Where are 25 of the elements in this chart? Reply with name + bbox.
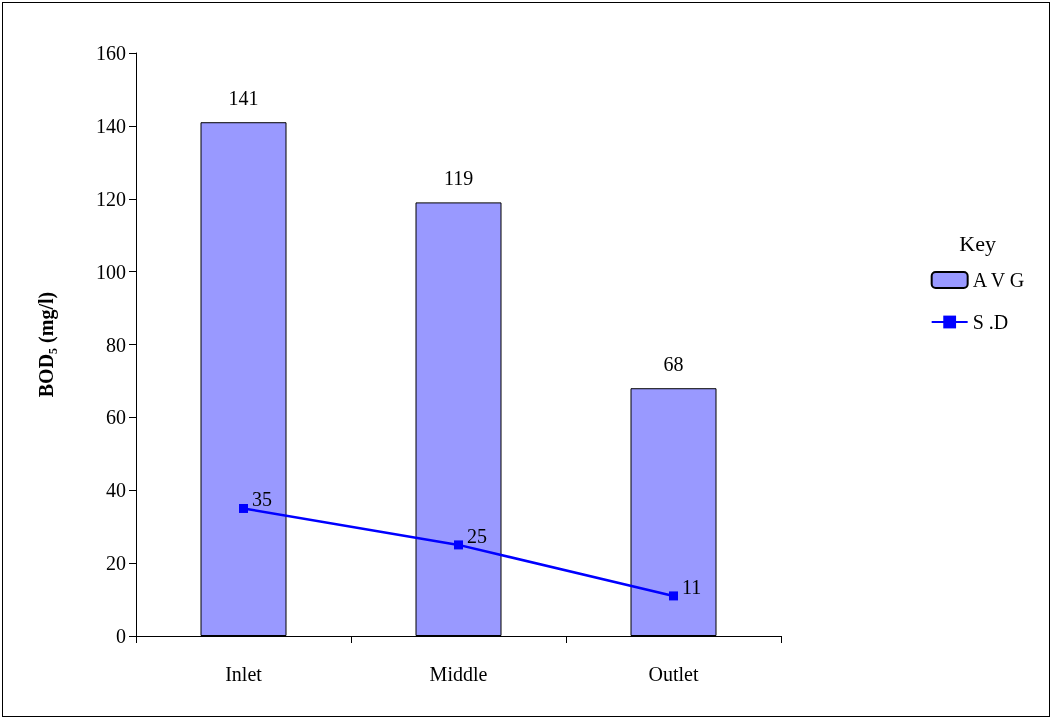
data-label: 11 xyxy=(682,575,702,598)
y-tick-label: 140 xyxy=(96,114,126,137)
x-tick-label: Inlet xyxy=(225,663,263,685)
legend-title: Key xyxy=(959,230,996,256)
data-label: 141 xyxy=(228,87,259,110)
y-tick-label: 20 xyxy=(106,552,126,575)
data-label: 68 xyxy=(663,353,684,376)
data-label: 119 xyxy=(443,167,474,190)
point xyxy=(669,591,678,601)
legend-label: S .D xyxy=(972,311,1009,333)
y-tick-label: 120 xyxy=(96,187,126,210)
point xyxy=(239,503,248,513)
point xyxy=(454,540,463,550)
y-tick-label: 60 xyxy=(106,406,126,429)
y-tick-label: 160 xyxy=(96,42,126,64)
data-label: 25 xyxy=(467,524,487,547)
x-tick-label: Middle xyxy=(429,663,488,685)
legend-label: A V G xyxy=(972,269,1025,291)
x-tick-label: Outlet xyxy=(648,663,699,685)
data-label: 35 xyxy=(252,488,272,511)
y-tick-label: 0 xyxy=(116,625,126,647)
y-tick-label: 100 xyxy=(96,260,126,283)
y-tick-label: 40 xyxy=(106,479,126,502)
y-tick-label: 80 xyxy=(106,333,126,356)
y-axis-title: BOD₅ (mg/l) xyxy=(35,291,58,398)
